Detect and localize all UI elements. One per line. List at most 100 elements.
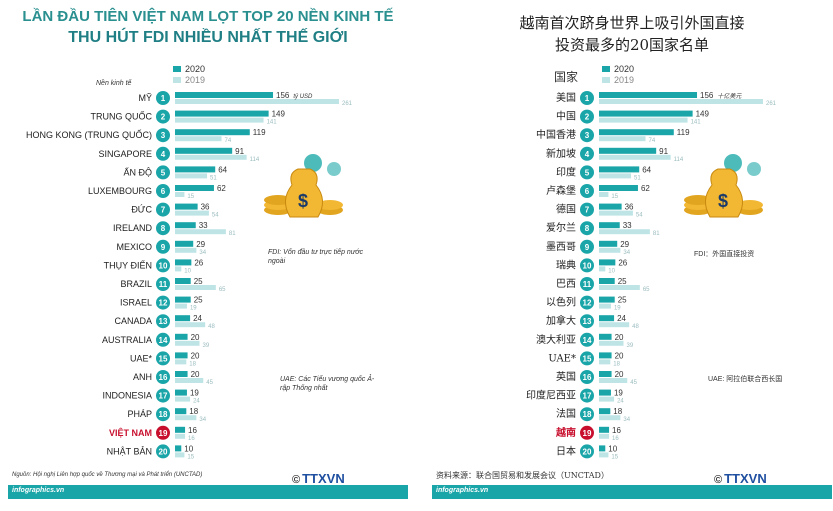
bar-2019 [175,192,185,197]
rank-badge-cn [580,146,594,161]
bar-2019 [175,99,339,104]
rank-badge-cn [580,407,594,422]
value-label-2019-cn: 81 [653,231,660,237]
rank-number: 8 [161,224,166,233]
value-label-2019: 10 [184,268,191,274]
value-label-2019: 54 [212,213,219,219]
bar-2020-cn [599,315,615,322]
value-label-2020-cn: 62 [641,184,650,193]
bar-2020-cn [599,445,606,452]
value-label-2020: 29 [196,240,205,249]
bar-2019-cn [599,136,646,142]
value-label-2019: 18 [189,361,196,367]
bar-2020-cn [599,185,638,191]
category-label-cn: 德国 [556,203,576,216]
bar-2020 [175,333,188,340]
rank-badge-cn [580,370,594,384]
bar-2020 [175,278,191,284]
value-label-2020: 25 [194,296,203,305]
rank-number: 20 [159,447,168,456]
category-label-cn: 新加坡 [546,147,576,160]
bar-2020 [175,92,274,98]
value-label-2019: 15 [187,454,194,460]
bar-2020 [175,259,192,266]
rank-badge-cn [580,277,594,291]
unit-label: tỷ USD [293,93,313,100]
source-note-cn: 资料来源：联合国贸易和发展会议（UNCTAD） [436,471,609,480]
bar-2019-cn [599,117,688,123]
category-label: SINGAPORE [98,149,152,159]
bar-2019-cn [599,303,611,309]
bar-2019 [175,359,187,365]
value-label-2019: 34 [199,250,206,256]
rank-number: 18 [159,410,168,419]
rank-number-cn: 20 [583,447,592,456]
bar-2020-cn [599,352,612,359]
bar-2019-cn [599,192,609,197]
bar-2019-cn [599,452,609,458]
category-label: BRAZIL [120,279,152,289]
value-label-2019-cn: 24 [617,399,624,405]
rank-badge-cn [580,314,594,329]
value-label-2019: 15 [187,194,194,200]
value-label-2020-cn: 20 [615,370,624,379]
bar-2019-cn [599,99,763,104]
bar-2020-cn [599,259,616,266]
rank-number: 9 [161,243,166,252]
value-label-2019-cn: 34 [623,250,630,256]
bar-2019-cn [599,340,624,346]
legend-swatch-2020-cn [602,66,610,72]
money-bag-illustration-cn: $ [684,154,763,218]
value-label-2019-cn: 15 [611,454,618,460]
rank-badge [156,332,170,347]
rank-badge [156,109,170,124]
value-label-2020-cn: 20 [615,333,624,342]
bar-2020-cn [599,222,620,229]
category-label: MEXICO [116,242,152,252]
value-label-2019: 65 [219,287,226,293]
value-label-2020: 119 [253,128,266,137]
value-label-2019-cn: 39 [627,343,634,349]
value-label-2019: 45 [206,380,213,386]
category-label: INDONESIA [102,391,152,401]
bar-2020-cn [599,278,615,284]
bar-2019-cn [599,210,633,216]
rank-badge-cn [580,91,594,105]
value-label-2020-cn: 29 [620,240,629,249]
rank-number-cn: 11 [583,280,592,289]
bar-2019 [175,285,216,290]
bar-2020 [175,426,186,433]
chart-title-line2: THU HÚT FDI NHIỀU NHẤT THẾ GIỚI [68,29,348,46]
value-label-2020: 156 tỷ USD [276,91,313,100]
ttxvn-logo-cn: © TTXVN [714,471,767,486]
bar-2020-cn [599,426,610,433]
value-label-2019-cn: 45 [630,380,637,386]
value-label-2019: 114 [250,157,260,163]
rank-number-cn: 3 [585,131,590,140]
legend-swatch-2019-cn [602,77,610,83]
bar-2019-cn [599,378,628,383]
rank-number-cn: 10 [583,261,592,270]
bar-2019 [175,117,264,123]
category-label: ẤN ĐỘ [123,167,152,177]
bar-2020-cn [599,129,674,136]
svg-text:$: $ [298,191,308,211]
bar-2019-cn [599,154,671,160]
rank-number-cn: 14 [583,336,592,345]
bar-2020 [175,110,269,117]
rank-badge [156,407,170,422]
value-label-2020-cn: 25 [618,277,627,286]
value-label-2019: 81 [229,231,236,237]
value-label-2019: 39 [203,343,210,349]
chart-title-line1: LẦN ĐẦU TIÊN VIỆT NAM LỌT TOP 20 NỀN KIN… [22,8,394,25]
bar-2020-cn [599,110,693,117]
copyright-symbol-cn: © [714,474,723,486]
rank-badge [156,425,170,440]
bar-2019-cn [599,433,610,439]
rank-badge [156,239,170,254]
rank-number-cn: 5 [585,168,590,177]
bar-2020-cn [599,296,615,303]
value-label-2019-cn: 114 [674,157,684,163]
bar-2020 [175,315,191,322]
bar-2019 [175,173,208,179]
